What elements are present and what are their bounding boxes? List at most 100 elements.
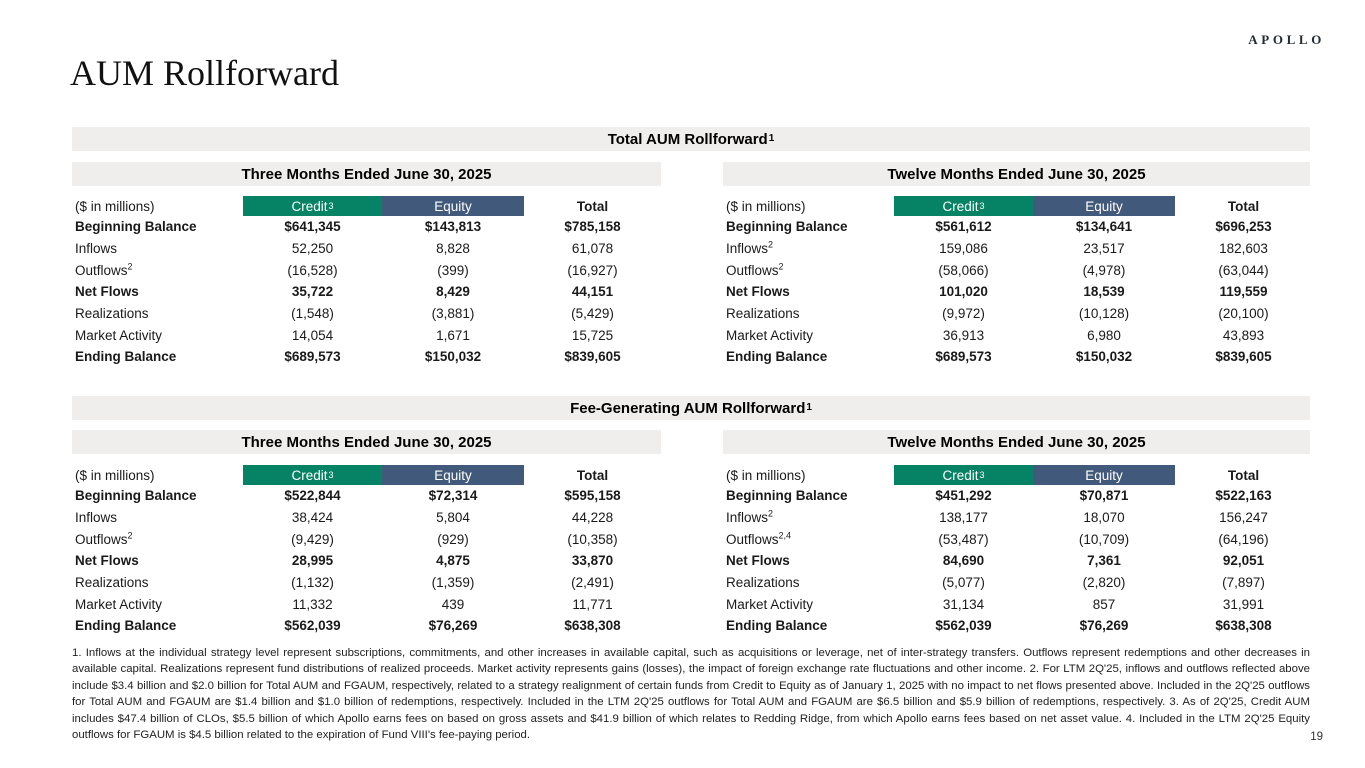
table-row: Ending Balance $562,039 $76,269 $638,308 <box>723 615 1312 637</box>
total-value: 156,247 <box>1219 510 1268 526</box>
total-value: 119,559 <box>1219 284 1268 300</box>
rollforward-table: ($ in millions) Credit 3 Equity Total Beginni… <box>72 196 661 368</box>
row-label: Market Activity <box>75 596 163 612</box>
column-header-credit: Credit 3 <box>894 196 1033 216</box>
credit-value: 38,424 <box>291 510 334 526</box>
credit-value: $689,573 <box>284 349 341 365</box>
period-header-text: Three Months Ended June 30, 2025 <box>241 165 492 183</box>
total-value: 33,870 <box>571 553 614 569</box>
equity-value: $134,641 <box>1075 219 1133 235</box>
credit-value: $689,573 <box>935 349 992 365</box>
credit-value: $522,844 <box>284 488 341 504</box>
total-value: 61,078 <box>571 241 614 257</box>
equity-value: $76,269 <box>1079 618 1129 634</box>
equity-value: $150,032 <box>1075 349 1133 365</box>
row-label: Realizations <box>726 306 800 322</box>
equity-value: $143,813 <box>424 219 482 235</box>
table-row: Realizations (1,132) (1,359) (2,491) <box>72 572 661 594</box>
equity-value: 6,980 <box>1087 327 1121 343</box>
column-header-row: ($ in millions) Credit 3 Equity Total <box>723 196 1312 216</box>
row-label: Net Flows <box>726 284 790 300</box>
total-value: (16,927) <box>567 262 618 278</box>
row-label: Outflows2,4 <box>726 530 792 547</box>
rollforward-table: ($ in millions) Credit 3 Equity Total Beginni… <box>723 196 1312 368</box>
table-row: Net Flows 35,722 8,429 44,151 <box>72 281 661 303</box>
footnotes: 1. Inflows at the individual strategy le… <box>72 647 1310 742</box>
row-label: Net Flows <box>75 553 139 569</box>
column-header-equity: Equity <box>1033 196 1175 216</box>
table-row: Market Activity 14,054 1,671 15,725 <box>72 324 661 346</box>
row-label: Ending Balance <box>75 349 177 365</box>
credit-value: (16,528) <box>287 262 338 278</box>
credit-value: (5,077) <box>942 575 985 591</box>
total-value: $839,605 <box>1215 349 1272 365</box>
table-row: Inflows2 138,177 18,070 156,247 <box>723 507 1312 529</box>
equity-value: 23,517 <box>1083 241 1125 257</box>
row-label: Inflows2 <box>726 239 774 257</box>
equity-value: 1,671 <box>436 327 470 343</box>
period-header-12m-total: Twelve Months Ended June 30, 2025 <box>723 162 1310 186</box>
footnote-ref: 2 <box>127 261 133 272</box>
row-label: Ending Balance <box>726 618 828 634</box>
row-label: Market Activity <box>75 327 163 343</box>
equity-value: (3,881) <box>431 306 475 322</box>
equity-value: (1,359) <box>431 575 475 591</box>
total-value: 182,603 <box>1219 241 1268 257</box>
table-row: Outflows2 (16,528) (399) (16,927) <box>72 259 661 281</box>
credit-value: 36,913 <box>942 327 985 343</box>
units-label: ($ in millions) <box>75 467 155 483</box>
equity-value: $70,871 <box>1079 488 1129 504</box>
credit-value: 84,690 <box>942 553 985 569</box>
equity-value: $76,269 <box>428 618 478 634</box>
equity-value: (4,978) <box>1082 262 1126 278</box>
row-label: Beginning Balance <box>726 488 848 504</box>
credit-value: 14,054 <box>291 327 334 343</box>
credit-value: 11,332 <box>292 596 333 612</box>
equity-value: 439 <box>441 596 465 612</box>
table-row: Beginning Balance $522,844 $72,314 $595,158 <box>72 485 661 507</box>
row-label: Outflows2 <box>726 261 784 278</box>
total-value: 92,051 <box>1222 553 1265 569</box>
units-label: ($ in millions) <box>726 467 806 483</box>
total-value: $595,158 <box>564 488 621 504</box>
period-header-text: Twelve Months Ended June 30, 2025 <box>887 433 1146 451</box>
credit-value: $562,039 <box>284 618 341 634</box>
total-value: $785,158 <box>564 219 621 235</box>
credit-value: 101,020 <box>939 284 988 300</box>
row-label: Ending Balance <box>726 349 828 365</box>
credit-value: 52,250 <box>291 241 334 257</box>
table-row: Market Activity 31,134 857 31,991 <box>723 593 1312 615</box>
column-header-total: Total <box>576 198 609 214</box>
column-header-total: Total <box>1227 198 1260 214</box>
total-value: 44,151 <box>571 284 614 300</box>
table-row: Inflows 38,424 5,804 44,228 <box>72 507 661 529</box>
units-label: ($ in millions) <box>726 198 806 214</box>
equity-value: 4,875 <box>436 553 470 569</box>
total-value: 15,725 <box>571 327 614 343</box>
row-label: Net Flows <box>75 284 139 300</box>
row-label: Net Flows <box>726 553 790 569</box>
period-header-3m-total: Three Months Ended June 30, 2025 <box>72 162 661 186</box>
period-header-3m-fgaum: Three Months Ended June 30, 2025 <box>72 430 661 454</box>
column-header-credit: Credit 3 <box>243 196 382 216</box>
table-row: Realizations (9,972) (10,128) (20,100) <box>723 303 1312 325</box>
table-row: Net Flows 28,995 4,875 33,870 <box>72 550 661 572</box>
column-header-credit: Credit 3 <box>243 465 382 485</box>
rollforward-table: ($ in millions) Credit 3 Equity Total Beginni… <box>723 465 1312 637</box>
equity-value: 18,070 <box>1083 510 1125 526</box>
table-row: Net Flows 84,690 7,361 92,051 <box>723 550 1312 572</box>
total-value: (10,358) <box>567 531 618 547</box>
equity-value: 8,828 <box>436 241 470 257</box>
credit-value: (1,132) <box>291 575 334 591</box>
table-row: Outflows2 (9,429) (929) (10,358) <box>72 528 661 550</box>
footnote-ref: 2 <box>768 239 774 250</box>
period-header-text: Three Months Ended June 30, 2025 <box>241 433 492 451</box>
column-header-total: Total <box>576 467 609 483</box>
credit-value: $561,612 <box>935 219 992 235</box>
row-label: Market Activity <box>726 327 814 343</box>
row-label: Ending Balance <box>75 618 177 634</box>
column-header-equity: Equity <box>382 196 524 216</box>
total-value: (63,044) <box>1218 262 1269 278</box>
credit-value: (1,548) <box>291 306 334 322</box>
